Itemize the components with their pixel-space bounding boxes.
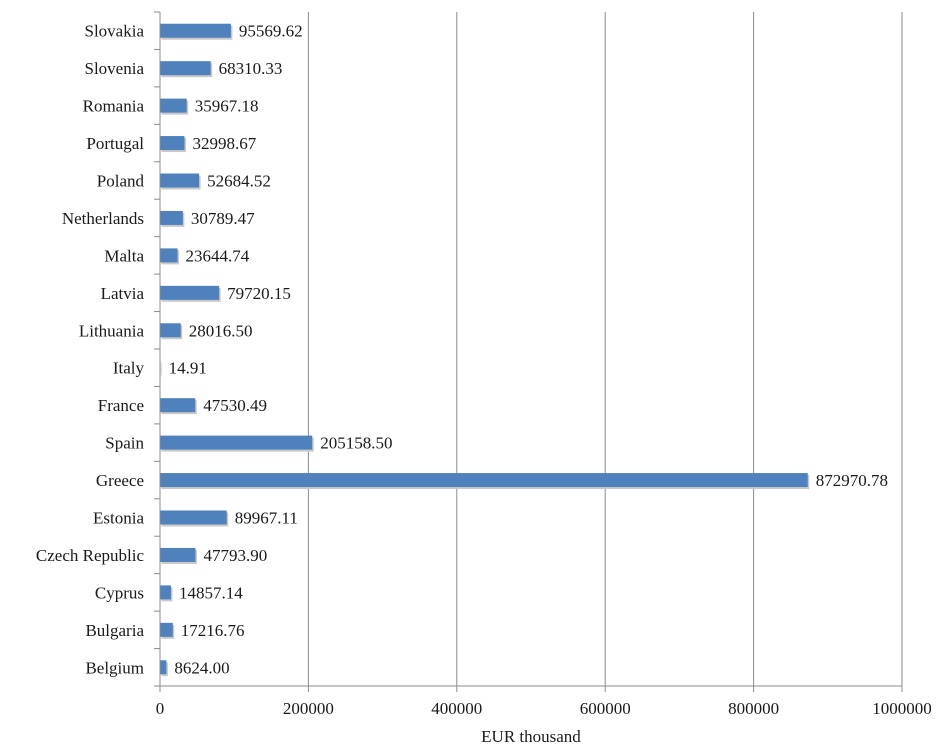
- category-label-netherlands: Netherlands: [62, 209, 144, 228]
- x-tick-label-1: 200000: [283, 699, 334, 718]
- x-tick-label-2: 400000: [431, 699, 482, 718]
- bar-latvia: [160, 285, 220, 300]
- bar-netherlands: [160, 210, 183, 225]
- category-label-italy: Italy: [113, 359, 145, 378]
- bar-slovakia: [160, 23, 231, 38]
- x-tick-label-0: 0: [156, 699, 165, 718]
- x-tick-label-4: 800000: [728, 699, 779, 718]
- category-label-belgium: Belgium: [85, 658, 144, 677]
- data-label-romania: 35967.18: [195, 97, 259, 116]
- data-label-malta: 23644.74: [186, 246, 250, 265]
- data-label-cyprus: 14857.14: [179, 583, 243, 602]
- category-label-cyprus: Cyprus: [95, 583, 144, 602]
- bar-romania: [160, 98, 187, 113]
- category-label-bulgaria: Bulgaria: [85, 621, 144, 640]
- data-label-bulgaria: 17216.76: [181, 621, 245, 640]
- data-label-netherlands: 30789.47: [191, 209, 255, 228]
- x-tick-label-5: 1000000: [872, 699, 932, 718]
- x-tick-label-3: 600000: [580, 699, 631, 718]
- category-label-poland: Poland: [97, 172, 145, 191]
- data-label-france: 47530.49: [203, 396, 267, 415]
- data-label-portugal: 32998.67: [192, 134, 256, 153]
- data-label-lithuania: 28016.50: [189, 321, 253, 340]
- bar-czech-republic: [160, 547, 196, 562]
- bar-slovenia: [160, 61, 211, 76]
- label-layer: 0 200000 400000 600000 800000 1000000 Slovakia…: [36, 22, 932, 718]
- data-label-estonia: 89967.11: [235, 509, 298, 528]
- bar-france: [160, 398, 196, 413]
- bar-bulgaria: [160, 622, 173, 637]
- data-label-greece: 872970.78: [816, 471, 888, 490]
- category-label-slovakia: Slovakia: [85, 22, 145, 41]
- data-label-belgium: 8624.00: [174, 658, 229, 677]
- data-label-spain: 205158.50: [320, 434, 392, 453]
- category-label-malta: Malta: [104, 246, 144, 265]
- bar-spain: [160, 435, 313, 450]
- bar-layer: [160, 23, 810, 677]
- bar-shadow-italy: [161, 362, 163, 377]
- data-label-slovenia: 68310.33: [219, 59, 283, 78]
- category-label-france: France: [98, 396, 144, 415]
- data-label-czech-republic: 47793.90: [203, 546, 267, 565]
- category-label-estonia: Estonia: [93, 509, 144, 528]
- bar-cyprus: [160, 585, 172, 600]
- data-label-italy: 14.91: [169, 359, 207, 378]
- bar-belgium: [160, 660, 167, 675]
- category-label-lithuania: Lithuania: [79, 321, 145, 340]
- data-label-latvia: 79720.15: [227, 284, 291, 303]
- data-label-slovakia: 95569.62: [239, 22, 303, 41]
- category-label-portugal: Portugal: [86, 134, 144, 153]
- x-axis-title: EUR thousand: [481, 727, 581, 746]
- category-label-greece: Greece: [96, 471, 144, 490]
- bar-estonia: [160, 510, 227, 525]
- bar-lithuania: [160, 323, 181, 338]
- bar-poland: [160, 173, 200, 188]
- grid-layer: [307, 12, 903, 686]
- bar-greece: [160, 473, 808, 488]
- category-label-czech-republic: Czech Republic: [36, 546, 145, 565]
- bar-malta: [160, 248, 178, 263]
- axis-layer: [154, 11, 903, 692]
- category-label-romania: Romania: [83, 97, 145, 116]
- bar-portugal: [160, 136, 185, 151]
- category-label-spain: Spain: [105, 434, 144, 453]
- category-label-slovenia: Slovenia: [85, 59, 145, 78]
- category-label-latvia: Latvia: [101, 284, 145, 303]
- data-label-poland: 52684.52: [207, 172, 271, 191]
